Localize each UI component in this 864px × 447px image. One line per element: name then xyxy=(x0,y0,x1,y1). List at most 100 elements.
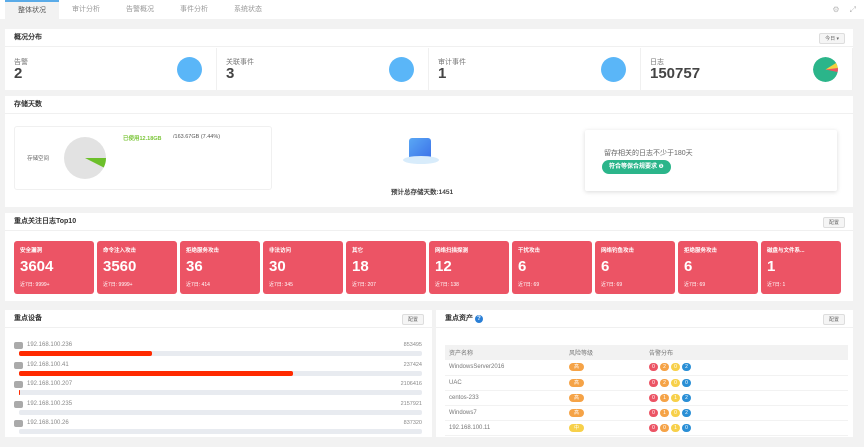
stat-2[interactable]: 审计事件 1 xyxy=(429,48,641,90)
stat-value: 1 xyxy=(438,65,447,82)
storage-used: 已使用12.18GB xyxy=(123,136,162,142)
alert-count-badge: 0 xyxy=(649,363,658,372)
storage-card: 存储天数 存储空间 已使用12.18GB /163.67GB (7.44%) 预… xyxy=(5,96,853,207)
tile-week: 近7日: 69 xyxy=(518,282,540,288)
table-row[interactable]: WindowsServer2016 高 0 2 0 2 xyxy=(445,360,848,376)
tile-name: 其它 xyxy=(352,248,364,254)
help-icon[interactable]: ? xyxy=(474,315,483,323)
risk-badge: 高 xyxy=(569,363,584,372)
asset-name: centos-233 xyxy=(445,390,565,406)
tab-2[interactable]: 告警概况 xyxy=(126,6,154,13)
device-icon xyxy=(14,420,23,427)
assets-title: 重点资产 ? xyxy=(436,310,853,328)
table-row[interactable]: UAC 高 0 2 0 0 xyxy=(445,375,848,391)
stat-value: 3 xyxy=(226,65,235,82)
compliance-tooltip: 留存相关的日志不少于180天 符合等保合规要求 ❶ xyxy=(585,130,837,191)
stat-1[interactable]: 关联事件 3 xyxy=(217,48,429,90)
top10-tile[interactable]: 其它 18 近7日: 207 xyxy=(346,241,426,294)
time-filter-dropdown[interactable]: 今日 ▾ xyxy=(819,33,845,44)
tile-week: 近7日: 414 xyxy=(186,282,210,288)
risk-badge: 高 xyxy=(569,393,584,402)
top10-tile[interactable]: 网络钓鱼攻击 6 近7日: 69 xyxy=(595,241,675,294)
device-count: 837320 xyxy=(403,420,422,426)
stat-label: 告警 xyxy=(14,59,28,66)
overview-title: 概况分布 xyxy=(5,29,853,47)
devices-card: 重点设备 配置 192.168.100.236 853495 192.168.100… xyxy=(5,310,432,437)
top10-tile[interactable]: 命令注入攻击 3560 近7日: 9999+ xyxy=(97,241,177,294)
device-row[interactable]: 192.168.100.26 837320 xyxy=(14,420,422,436)
alert-count-badge: 1 xyxy=(660,393,669,402)
top10-tile[interactable]: 非法访问 30 近7日: 345 xyxy=(263,241,343,294)
device-bar xyxy=(19,409,422,415)
top10-tile[interactable]: 拒绝服务攻击 36 近7日: 414 xyxy=(180,241,260,294)
stat-label: 关联事件 xyxy=(226,59,254,66)
top10-tile[interactable]: 磁盘与文件系... 1 近7日: 1 xyxy=(761,241,841,294)
tile-value: 6 xyxy=(601,258,610,275)
alert-count-badge: 0 xyxy=(649,393,658,402)
column-header: 风险等级 xyxy=(565,345,645,360)
storage-space-label: 存储空间 xyxy=(27,156,50,162)
table-row[interactable]: centos-233 高 0 1 1 2 xyxy=(445,390,848,406)
stat-0[interactable]: 告警 2 xyxy=(5,48,217,90)
tab-1[interactable]: 审计分析 xyxy=(72,6,100,13)
tile-value: 6 xyxy=(684,258,693,275)
risk-badge: 高 xyxy=(569,378,584,387)
device-icon xyxy=(14,342,23,349)
stat-value: 2 xyxy=(14,65,23,82)
devices-config-button[interactable]: 配置 xyxy=(401,314,424,325)
asset-name: UAC xyxy=(445,375,565,391)
tile-value: 6 xyxy=(518,258,527,275)
alert-count-badge: 1 xyxy=(671,423,680,432)
assets-title-text: 重点资产 xyxy=(445,315,473,322)
top10-tile[interactable]: 干扰攻击 6 近7日: 69 xyxy=(512,241,592,294)
gear-icon[interactable]: ⚙ xyxy=(832,5,840,14)
tab-3[interactable]: 事件分析 xyxy=(180,6,208,13)
device-bar xyxy=(19,351,422,356)
top10-tile[interactable]: 安全漏洞 3604 近7日: 9999+ xyxy=(14,241,94,294)
device-bar-fill xyxy=(19,370,294,376)
device-row[interactable]: 192.168.100.235 2157921 xyxy=(14,400,422,417)
tile-week: 近7日: 9999+ xyxy=(103,282,133,288)
top10-tile[interactable]: 拒绝服务攻击 6 近7日: 69 xyxy=(678,241,758,294)
storage-pie-used xyxy=(85,158,106,168)
column-header: 资产名称 xyxy=(445,345,565,360)
tile-value: 1 xyxy=(767,258,776,275)
device-icon xyxy=(14,381,23,388)
top10-tile[interactable]: 网络扫描探测 12 近7日: 138 xyxy=(429,241,509,294)
device-ip: 192.168.100.207 xyxy=(27,381,73,387)
alert-count-badge: 0 xyxy=(649,408,658,417)
device-row[interactable]: 192.168.100.207 2106416 xyxy=(14,381,422,397)
device-row[interactable]: 192.168.100.41 237424 xyxy=(14,361,422,378)
device-icon xyxy=(14,361,23,369)
assets-config-button[interactable]: 配置 xyxy=(822,314,845,325)
table-row[interactable]: Windows7 高 0 1 0 2 xyxy=(445,405,848,421)
retention-tip: 留存相关的日志不少于180天 xyxy=(604,150,693,157)
devices-title: 重点设备 xyxy=(5,310,432,328)
alert-count-badge: 0 xyxy=(660,423,669,432)
device-count: 853495 xyxy=(403,342,422,348)
storage-pie xyxy=(64,137,106,179)
device-row[interactable]: 192.168.100.236 853495 xyxy=(14,342,422,358)
tile-week: 近7日: 9999+ xyxy=(20,282,50,288)
tile-value: 12 xyxy=(435,258,452,275)
tile-name: 磁盘与文件系... xyxy=(767,248,805,254)
device-count: 237424 xyxy=(403,361,422,368)
log-pie-icon xyxy=(813,57,838,82)
tab-4[interactable]: 系统状态 xyxy=(234,6,262,13)
stat-3[interactable]: 日志 150757 xyxy=(641,48,853,90)
alert-count-badge: 0 xyxy=(671,363,680,372)
stat-label: 审计事件 xyxy=(438,59,466,66)
asset-name: 192.168.100.11 xyxy=(445,420,565,436)
device-bar xyxy=(19,429,422,434)
device-bar xyxy=(19,370,422,376)
alert-count-badge: 2 xyxy=(682,393,691,402)
tile-week: 近7日: 345 xyxy=(269,282,293,288)
tile-name: 网络扫描探测 xyxy=(435,248,469,254)
table-row[interactable]: 192.168.100.11 中 0 0 1 0 xyxy=(445,420,848,436)
compliance-badge[interactable]: 符合等保合规要求 ❶ xyxy=(602,160,671,174)
assets-table: 资产名称 风险等级 告警分布 WindowsServer2016 高 0 2 0 2 UAC 高 0 2… xyxy=(445,345,848,436)
expand-icon[interactable]: ⤢ xyxy=(849,5,856,14)
top10-config-button[interactable]: 配置 xyxy=(822,217,845,228)
alert-count-badge: 0 xyxy=(682,378,691,387)
tab-0[interactable]: 整体状况 xyxy=(5,0,59,19)
